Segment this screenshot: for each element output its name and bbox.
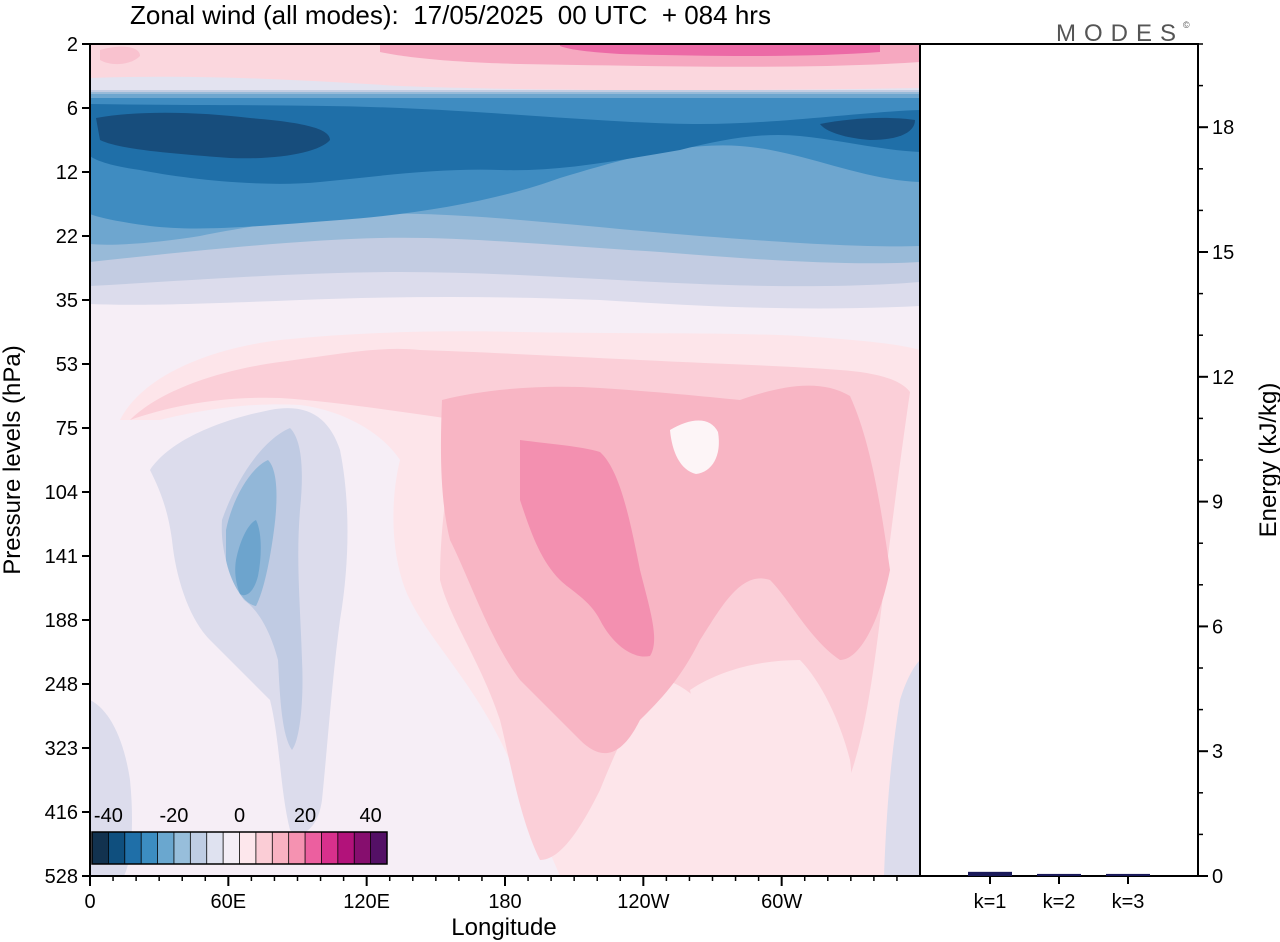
x-tick-label: 180 <box>488 891 521 913</box>
energy-tick-label: 18 <box>1212 117 1234 139</box>
colorbar-swatch <box>92 832 109 864</box>
colorbar-frame <box>91 831 388 865</box>
colorbar-swatch <box>124 832 142 864</box>
colorbar-label: 20 <box>294 805 316 827</box>
colorbar-label: 0 <box>234 805 245 827</box>
negative-indian-core <box>235 520 261 596</box>
colorbar-swatch <box>337 832 355 864</box>
y-tick-label: 188 <box>45 610 78 632</box>
energy-category-label: k=2 <box>1043 891 1076 913</box>
y-tick-label: 35 <box>56 290 78 312</box>
colorbar-swatch <box>206 832 224 864</box>
energy-category-label: k=1 <box>974 891 1007 913</box>
y-tick-label: 248 <box>45 674 78 696</box>
neutral-patch <box>670 420 719 474</box>
energy-bar <box>968 871 1012 876</box>
upper-positive-peak <box>560 44 880 56</box>
colorbar-swatch <box>157 832 175 864</box>
x-tick-label: 60E <box>211 891 247 913</box>
colorbar-swatch <box>141 832 159 864</box>
y-tick-label: 12 <box>56 162 78 184</box>
mid-positive-core <box>520 440 655 657</box>
y-tick-label: 6 <box>67 98 78 120</box>
energy-tick-label: 3 <box>1212 741 1223 763</box>
x-tick-label: 120W <box>617 891 669 913</box>
lower-strat-band <box>90 272 920 309</box>
colorbar-swatch <box>354 832 372 864</box>
y-tick-label: 528 <box>45 866 78 888</box>
energy-bar <box>1037 873 1081 876</box>
y-tick-label: 323 <box>45 738 78 760</box>
heatmap-field <box>90 44 920 876</box>
colorbar <box>92 832 388 864</box>
energy-tick-label: 9 <box>1212 492 1223 514</box>
y-tick-label: 141 <box>45 546 78 568</box>
colorbar-label: 40 <box>359 805 381 827</box>
x-tick-label: 60W <box>761 891 802 913</box>
x-tick-label: 0 <box>84 891 95 913</box>
x-axis-title: Longitude <box>451 914 556 941</box>
upper-small-positive <box>100 46 140 65</box>
energy-tick-label: 6 <box>1212 616 1223 638</box>
y-axis-title: Pressure levels (hPa) <box>0 345 26 574</box>
y-tick-label: 104 <box>45 482 78 504</box>
colorbar-swatch <box>272 832 290 864</box>
colorbar-swatch <box>288 832 306 864</box>
energy-bars: k=1 k=2 k=3 <box>968 871 1150 913</box>
y-tick-label: 416 <box>45 802 78 824</box>
easterly-jet-core <box>96 112 330 159</box>
y-tick-label: 22 <box>56 226 78 248</box>
x-axis: 0 60E 120E 180 120W 60W <box>84 876 898 913</box>
easterly-jet-core-2 <box>820 117 915 140</box>
colorbar-swatch <box>255 832 273 864</box>
energy-tick-label: 15 <box>1212 242 1234 264</box>
brand-logo: MODES <box>1056 20 1185 47</box>
negative-low-right <box>884 660 920 876</box>
x-tick-label: 120E <box>343 891 390 913</box>
colorbar-swatch <box>370 832 388 864</box>
colorbar-swatch <box>239 832 257 864</box>
y-axis: 2 6 12 22 35 53 75 104 141 188 248 323 416 528 <box>45 34 90 888</box>
chart-title: Zonal wind (all modes): 17/05/2025 00 UT… <box>130 0 771 30</box>
y-tick-label: 53 <box>56 354 78 376</box>
colorbar-swatch <box>321 832 339 864</box>
energy-axis-title: Energy (kJ/kg) <box>1255 383 1280 538</box>
colorbar-swatch <box>305 832 322 864</box>
copyright-mark: © <box>1183 20 1190 30</box>
colorbar-swatch <box>173 832 191 864</box>
energy-bar <box>1106 873 1150 876</box>
positive-low-right <box>690 660 852 840</box>
colorbar-label: -40 <box>94 805 123 827</box>
colorbar-swatch <box>190 832 208 864</box>
colorbar-labels: -40 -20 0 20 40 <box>94 805 382 827</box>
y-tick-label: 2 <box>67 34 78 56</box>
energy-category-label: k=3 <box>1112 891 1145 913</box>
energy-panel-frame <box>919 43 1199 877</box>
energy-tick-label: 0 <box>1212 866 1223 888</box>
y-tick-label: 75 <box>56 418 78 440</box>
energy-axis: 0 3 6 9 12 15 18 <box>1198 43 1234 888</box>
energy-tick-label: 12 <box>1212 367 1234 389</box>
colorbar-swatch <box>223 832 240 864</box>
colorbar-swatch <box>108 832 126 864</box>
colorbar-label: -20 <box>159 805 188 827</box>
